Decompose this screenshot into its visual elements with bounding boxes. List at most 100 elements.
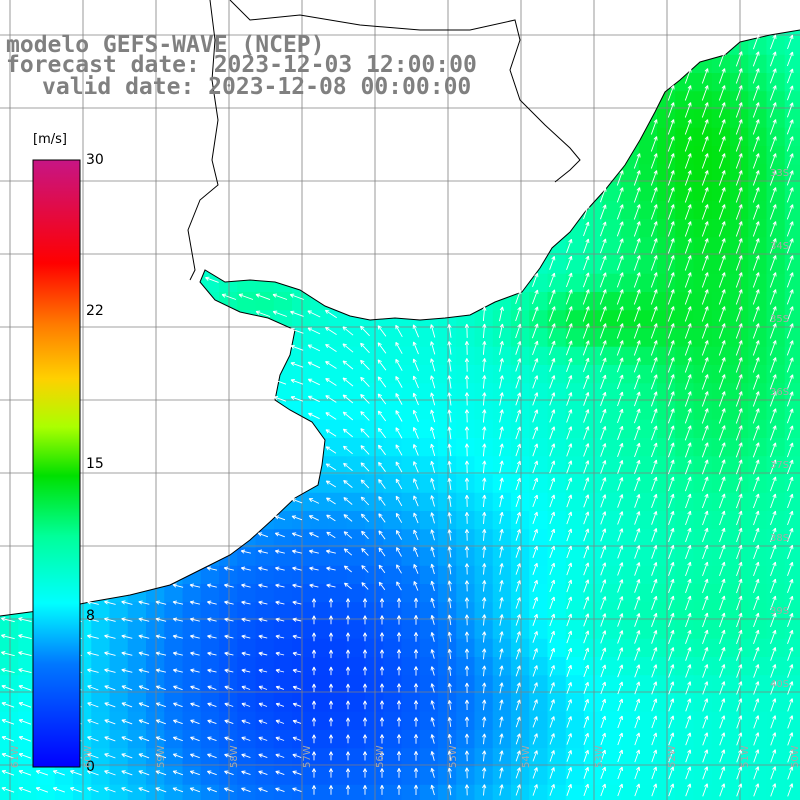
wind-arrow	[395, 512, 403, 523]
wind-arrow	[18, 634, 32, 640]
wind-cell	[784, 273, 800, 293]
wind-arrow	[769, 85, 777, 101]
wind-cell	[675, 620, 695, 640]
wind-cell	[401, 419, 421, 439]
wind-cell	[675, 292, 695, 311]
wind-cell	[346, 565, 366, 585]
wind-cell	[693, 182, 713, 202]
wind-arrow	[718, 51, 726, 67]
wind-arrow	[206, 566, 218, 571]
wind-arrow	[684, 170, 692, 186]
wind-arrow	[1, 668, 15, 674]
wind-arrow	[565, 340, 573, 356]
wind-arrow	[583, 528, 590, 542]
wind-cell	[693, 529, 713, 549]
wind-arrow	[1, 684, 15, 691]
wind-cell	[219, 657, 238, 676]
wind-arrow	[650, 153, 658, 169]
wind-cell	[346, 383, 366, 403]
wind-cell	[766, 693, 786, 713]
wind-cell	[492, 620, 512, 640]
wind-arrow	[275, 702, 285, 707]
wind-arrow	[430, 683, 435, 693]
wind-arrow	[224, 685, 234, 690]
wind-cell	[182, 602, 202, 622]
wind-arrow	[650, 357, 658, 373]
wind-arrow	[685, 732, 692, 746]
wind-arrow	[617, 391, 624, 407]
wind-arrow	[566, 749, 572, 762]
wind-cell	[328, 565, 348, 585]
wind-arrow	[718, 102, 726, 118]
wind-arrow	[616, 340, 624, 356]
wind-cell	[419, 328, 439, 348]
wind-cell	[620, 346, 640, 366]
wind-cell	[182, 584, 202, 603]
wind-arrow	[719, 715, 726, 729]
wind-arrow	[121, 770, 133, 776]
wind-cell	[292, 602, 311, 622]
wind-arrow	[787, 34, 794, 50]
wind-arrow	[515, 699, 521, 711]
wind-arrow	[600, 664, 607, 678]
wind-arrow	[634, 578, 641, 593]
wind-arrow	[311, 615, 317, 625]
wind-arrow	[379, 734, 385, 744]
wind-arrow	[583, 426, 590, 440]
wind-cell	[456, 784, 476, 800]
wind-cell	[273, 711, 293, 731]
wind-cell	[346, 602, 366, 622]
wind-cell	[146, 620, 165, 640]
wind-arrow	[172, 770, 184, 776]
wind-arrow	[412, 426, 419, 439]
wind-arrow	[189, 617, 200, 622]
wind-cell	[273, 784, 293, 800]
wind-cell	[748, 237, 768, 257]
wind-arrow	[549, 783, 555, 796]
wind-arrow	[633, 221, 641, 237]
wind-cell	[273, 383, 293, 403]
wind-arrow	[241, 583, 251, 588]
wind-cell	[748, 547, 768, 567]
wind-arrow	[515, 631, 521, 643]
wind-cell	[438, 784, 457, 800]
wind-cell	[784, 237, 800, 257]
wind-arrow	[736, 629, 743, 645]
wind-arrow	[701, 340, 709, 356]
wind-arrow	[121, 617, 133, 622]
wind-cell	[565, 310, 585, 330]
wind-arrow	[719, 749, 726, 763]
wind-arrow	[752, 153, 760, 169]
wind-arrow	[499, 631, 504, 643]
wind-cell	[328, 638, 348, 658]
wind-arrow	[345, 649, 351, 659]
wind-arrow	[549, 272, 556, 288]
wind-arrow	[701, 204, 709, 220]
wind-cell	[529, 365, 549, 384]
wind-arrow	[583, 579, 590, 593]
wind-cell	[711, 620, 731, 640]
wind-arrow	[701, 255, 709, 271]
wind-arrow	[499, 546, 504, 558]
wind-arrow	[600, 766, 607, 780]
wind-arrow	[718, 153, 726, 169]
wind-arrow	[345, 768, 351, 778]
wind-cell	[146, 711, 165, 731]
wind-arrow	[464, 665, 470, 677]
wind-arrow	[292, 651, 302, 656]
wind-arrow	[395, 324, 403, 338]
wind-arrow	[275, 668, 285, 673]
wind-arrow	[650, 289, 658, 305]
wind-arrow	[752, 289, 760, 305]
wind-arrow	[69, 770, 82, 776]
wind-arrow	[684, 153, 692, 169]
wind-cell	[711, 346, 731, 366]
wind-arrow	[155, 787, 167, 793]
wind-arrow	[1, 769, 15, 776]
lat-label-33s: 33S	[770, 168, 790, 179]
wind-cell	[328, 766, 348, 786]
wind-arrow	[718, 136, 726, 152]
wind-arrow	[515, 733, 521, 745]
wind-arrow	[549, 767, 555, 779]
wind-arrow	[735, 272, 743, 288]
